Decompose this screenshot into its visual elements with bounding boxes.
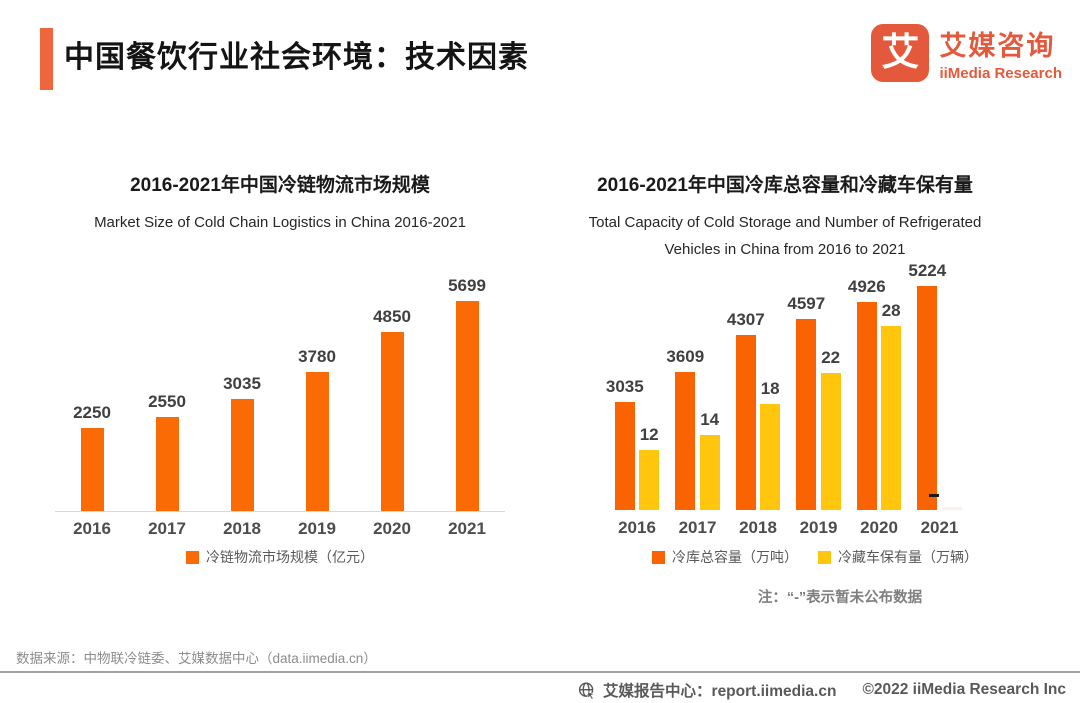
legend-swatch	[186, 550, 199, 564]
right-chart-title: 2016-2021年中国冷库总容量和冷藏车保有量	[597, 175, 973, 196]
footer-copyright: ©2022 iiMedia Research Inc	[862, 681, 1066, 698]
bar-value-label: 4597	[787, 294, 826, 314]
left-chart-title: 2016-2021年中国冷链物流市场规模	[130, 175, 430, 196]
right-chart-legend: 冷库总容量（万吨） 冷藏车保有量（万辆）	[600, 547, 1030, 567]
data-source: 数据来源：中物联冷链委、艾媒数据中心（data.iimedia.cn）	[16, 651, 377, 666]
legend-item: 冷链物流市场规模（亿元）	[186, 547, 374, 567]
bar-2020-series1	[881, 326, 902, 510]
right-chart-header: 2016-2021年中国冷库总容量和冷藏车保有量 Total Capacity …	[555, 170, 1015, 263]
footer-bar: 艾媒报告中心：report.iimedia.cn ©2022 iiMedia R…	[577, 679, 1066, 701]
page-title: 中国餐饮行业社会环境：技术因素	[64, 41, 529, 74]
logo-name-cn: 艾媒咨询	[939, 31, 1056, 61]
left-chart-subtitle: Market Size of Cold Chain Logistics in C…	[94, 214, 466, 231]
logo-name-en: iiMedia Research	[939, 65, 1062, 82]
logo-glyph: 艾	[881, 32, 920, 74]
bar-2019-series0	[305, 371, 329, 511]
right-chart-subtitle: Total Capacity of Cold Storage and Numbe…	[588, 214, 982, 258]
title-accent-bar	[40, 28, 53, 90]
x-axis-label-2017: 2017	[148, 519, 186, 538]
footer-divider	[0, 671, 1080, 673]
legend-swatch	[818, 550, 831, 564]
bar-2017-series0	[675, 371, 696, 510]
bar-value-label: 4850	[373, 307, 411, 327]
x-axis-label-2016: 2016	[618, 518, 656, 537]
bar-2019-series1	[820, 372, 841, 510]
bar-2018-series1	[760, 403, 781, 510]
x-axis-label-2019: 2019	[799, 518, 838, 537]
x-axis-label-2019: 2019	[298, 519, 336, 538]
x-axis-label-2018: 2018	[739, 518, 777, 537]
x-axis-label-2021: 2021	[920, 518, 959, 537]
iimedia-logo-icon: 艾	[871, 24, 930, 82]
bar-value-label: 3035	[223, 374, 261, 394]
footer-report-center: 艾媒报告中心：report.iimedia.cn	[603, 683, 837, 700]
legend-label: 冷库总容量（万吨）	[672, 549, 798, 565]
x-axis-label-2020: 2020	[373, 519, 411, 538]
missing-data-note: 注：“-”表示暂未公布数据	[757, 590, 923, 606]
bar-value-label: 28	[881, 301, 901, 320]
legend-item: 冷库总容量（万吨）	[652, 547, 798, 567]
legend-item: 冷藏车保有量（万辆）	[818, 547, 978, 567]
logo-text: 艾媒咨询 iiMedia Research	[939, 24, 1062, 82]
bar-2021-series0	[917, 286, 938, 510]
bar-2021-series0	[455, 300, 479, 511]
bar-value-label: 3035	[605, 377, 644, 397]
left-chart-legend: 冷链物流市场规模（亿元）	[55, 547, 505, 567]
bar-value-label: 3780	[298, 346, 336, 366]
globe-cursor-icon	[577, 681, 596, 700]
missing-data-dash	[928, 494, 939, 497]
x-axis-label-2021: 2021	[448, 519, 486, 538]
bar-2017-series0	[155, 416, 179, 511]
missing-bar-placeholder	[941, 507, 962, 510]
iimedia-logo: 艾 艾媒咨询 iiMedia Research	[871, 24, 1062, 82]
legend-swatch	[652, 550, 665, 564]
x-axis-label-2020: 2020	[860, 518, 898, 537]
right-chart-plot: 3035 3609 4307 4597 4926 5224 12 14 18 22 28 2016 20…	[600, 258, 1030, 537]
bar-2020-series0	[380, 332, 404, 511]
legend-label: 冷链物流市场规模（亿元）	[206, 549, 374, 565]
bar-value-label: 14	[700, 409, 720, 429]
bar-value-label: 18	[760, 378, 780, 398]
bar-2020-series0	[856, 301, 877, 510]
bar-value-label: 2550	[148, 391, 186, 411]
bar-value-label: 12	[639, 425, 659, 444]
legend-label: 冷藏车保有量（万辆）	[838, 549, 978, 565]
x-axis-label-2017: 2017	[678, 518, 717, 537]
bar-2018-series0	[230, 399, 254, 511]
bar-value-label: 3609	[666, 346, 705, 366]
left-chart-plot: 2250 2550 3035 3780 4850 5699 2016 2017 2018 2019…	[55, 260, 505, 538]
bar-2017-series1	[699, 434, 720, 510]
left-chart-header: 2016-2021年中国冷链物流市场规模 Market Size of Cold…	[50, 170, 510, 236]
x-axis-label-2016: 2016	[73, 519, 111, 538]
bar-value-label: 2250	[73, 402, 111, 422]
bar-value-label: 5224	[908, 261, 947, 281]
bar-2018-series0	[735, 334, 756, 510]
x-axis-label-2018: 2018	[223, 519, 261, 538]
bar-2016-series1	[639, 450, 660, 510]
bar-2016-series0	[80, 427, 104, 511]
bar-value-label: 4307	[726, 309, 765, 329]
bar-2019-series0	[796, 319, 817, 510]
bar-2016-series0	[614, 402, 635, 510]
bar-value-label: 4926	[847, 276, 886, 296]
bar-value-label: 5699	[448, 275, 486, 295]
bar-value-label: 22	[821, 347, 841, 367]
